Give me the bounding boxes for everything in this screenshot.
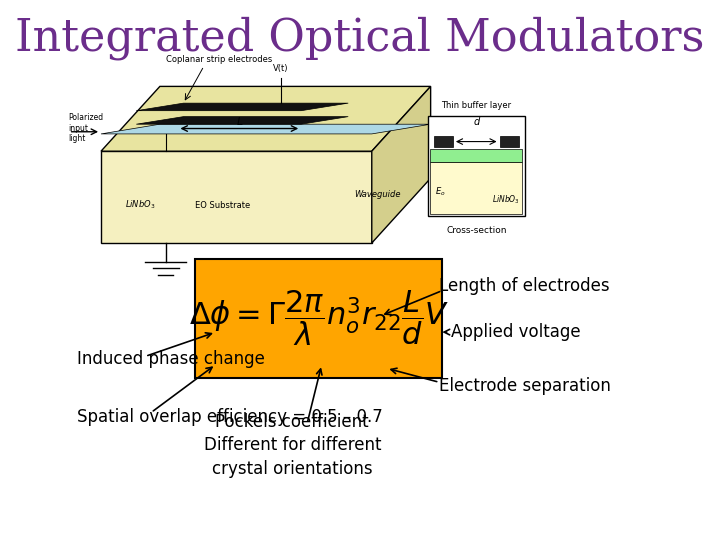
- Text: Cross-section: Cross-section: [446, 226, 506, 235]
- Text: Integrated Optical Modulators: Integrated Optical Modulators: [15, 16, 705, 60]
- Text: V(t): V(t): [273, 64, 288, 73]
- Text: Applied voltage: Applied voltage: [451, 323, 581, 341]
- Polygon shape: [101, 86, 431, 151]
- Text: Spatial overlap efficiency = 0.5 – 0.7: Spatial overlap efficiency = 0.5 – 0.7: [78, 408, 383, 426]
- FancyBboxPatch shape: [430, 149, 523, 162]
- Text: Coplanar strip electrodes: Coplanar strip electrodes: [166, 55, 272, 64]
- Text: Electrode separation: Electrode separation: [439, 377, 611, 395]
- Polygon shape: [136, 103, 348, 111]
- FancyBboxPatch shape: [195, 259, 442, 378]
- Text: d: d: [473, 117, 480, 127]
- Text: LiNbO$_3$: LiNbO$_3$: [125, 199, 155, 211]
- Text: LiNbO$_3$: LiNbO$_3$: [492, 193, 520, 206]
- Polygon shape: [101, 124, 431, 134]
- Text: Length of electrodes: Length of electrodes: [439, 277, 610, 295]
- Text: L: L: [236, 117, 243, 127]
- FancyBboxPatch shape: [433, 136, 453, 147]
- FancyBboxPatch shape: [500, 136, 519, 147]
- FancyBboxPatch shape: [428, 116, 525, 216]
- Polygon shape: [101, 151, 372, 243]
- Text: Waveguide: Waveguide: [354, 190, 400, 199]
- Text: Pockels coefficient
Different for different
crystal orientations: Pockels coefficient Different for differ…: [204, 413, 381, 478]
- Text: $\Delta\phi = \Gamma \dfrac{2\pi}{\lambda} n_o^3 r_{22} \dfrac{L}{d} V$: $\Delta\phi = \Gamma \dfrac{2\pi}{\lambd…: [189, 289, 449, 348]
- FancyBboxPatch shape: [430, 162, 523, 214]
- Text: $E_o$: $E_o$: [436, 185, 446, 198]
- Text: EO Substrate: EO Substrate: [195, 201, 251, 210]
- Text: Induced phase change: Induced phase change: [78, 350, 266, 368]
- Text: Polarized
input
light: Polarized input light: [68, 113, 104, 143]
- Polygon shape: [136, 117, 348, 124]
- Polygon shape: [372, 86, 431, 243]
- Text: Thin buffer layer: Thin buffer layer: [441, 101, 511, 110]
